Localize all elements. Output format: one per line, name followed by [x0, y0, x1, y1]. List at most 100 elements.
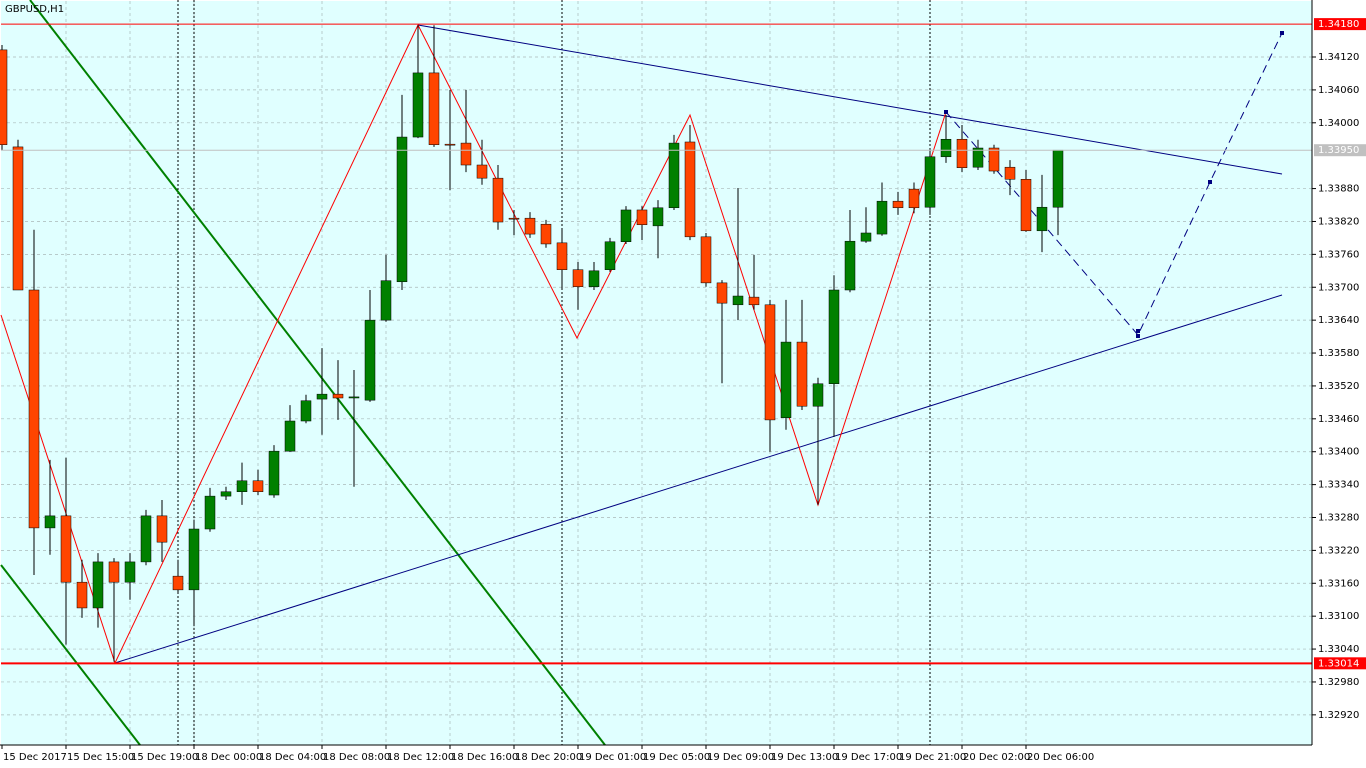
x-tick-label: 15 Dec 19:00 — [131, 752, 198, 763]
drawings — [0, 0, 1284, 746]
y-tick-label: 1.33280 — [1318, 512, 1359, 523]
candle-body — [364, 319, 376, 401]
candle-body — [572, 269, 584, 287]
candle-body — [556, 242, 568, 270]
price-label-box — [1314, 657, 1366, 670]
candle-body — [396, 136, 408, 283]
candle-body — [988, 147, 1000, 172]
candle-body — [12, 146, 24, 291]
x-tick-label: 18 Dec 04:00 — [259, 752, 326, 763]
candles — [0, 25, 1064, 662]
y-tick-label: 1.33520 — [1318, 381, 1359, 392]
candle-body — [124, 561, 136, 583]
candle-body — [716, 282, 728, 304]
x-tick-label: 15 Dec 15:00 — [67, 752, 134, 763]
candle-body — [44, 515, 56, 529]
candle-body — [828, 289, 840, 384]
candle-body — [508, 217, 520, 220]
price-label-box — [1314, 144, 1366, 157]
candle-body — [1036, 206, 1048, 232]
y-tick-label: 1.33460 — [1318, 414, 1359, 425]
price-label: 1.34180 — [1318, 19, 1359, 30]
y-tick-label: 1.33100 — [1318, 611, 1359, 622]
x-tick-label: 20 Dec 02:00 — [963, 752, 1030, 763]
candle-body — [108, 561, 120, 583]
candle-body — [812, 383, 824, 407]
candle-body — [412, 72, 424, 138]
y-tick-label: 1.33580 — [1318, 348, 1359, 359]
candle-body — [252, 480, 264, 492]
candle-body — [844, 240, 856, 291]
x-tick-label: 18 Dec 08:00 — [323, 752, 390, 763]
candle-body — [540, 223, 552, 245]
candle-body — [700, 236, 712, 284]
candle-body — [524, 217, 536, 235]
candle-body — [780, 341, 792, 418]
candle-body — [476, 164, 488, 179]
y-tick-label: 1.33640 — [1318, 315, 1359, 326]
channel-line — [0, 564, 141, 746]
channel-line — [29, 0, 606, 746]
x-tick-label: 19 Dec 01:00 — [579, 752, 646, 763]
projection-point — [1208, 180, 1212, 184]
candle-body — [460, 142, 472, 166]
candle-body — [204, 495, 216, 530]
y-tick-label: 1.33820 — [1318, 216, 1359, 227]
projection-point — [1136, 334, 1140, 338]
candle-body — [924, 156, 936, 208]
candle-body — [236, 480, 248, 492]
candle-body — [76, 581, 88, 609]
y-tick-label: 1.34000 — [1318, 118, 1359, 129]
candle-body — [156, 515, 168, 543]
candle-body — [60, 515, 72, 583]
candle-body — [636, 209, 648, 226]
y-tick-label: 1.33040 — [1318, 644, 1359, 655]
x-tick-label: 18 Dec 20:00 — [515, 752, 582, 763]
candle-body — [316, 393, 328, 400]
candle-body — [588, 270, 600, 287]
candle-body — [1020, 179, 1032, 232]
candle-body — [348, 396, 360, 399]
y-tick-label: 1.33760 — [1318, 249, 1359, 260]
candle-body — [796, 341, 808, 407]
candle-body — [268, 450, 280, 496]
candle-body — [492, 177, 504, 223]
x-tick-label: 19 Dec 09:00 — [707, 752, 774, 763]
projection-point — [944, 110, 948, 114]
chart-title: GBPUSD,H1 — [5, 4, 64, 15]
x-tick-label: 18 Dec 16:00 — [451, 752, 518, 763]
candle-body — [1004, 166, 1016, 180]
candle-body — [684, 141, 696, 238]
x-tick-label: 20 Dec 06:00 — [1027, 752, 1094, 763]
trend-line — [114, 294, 1283, 664]
candle-body — [220, 491, 232, 497]
candle-body — [908, 188, 920, 209]
candle-body — [972, 147, 984, 168]
x-tick-label: 19 Dec 13:00 — [771, 752, 838, 763]
candle-body — [1052, 149, 1064, 208]
price-label: 1.33950 — [1318, 145, 1359, 156]
projection-point — [1280, 31, 1284, 35]
x-tick-label: 19 Dec 21:00 — [899, 752, 966, 763]
x-tick-label: 18 Dec 12:00 — [387, 752, 454, 763]
y-tick-label: 1.32980 — [1318, 677, 1359, 688]
candle-body — [860, 232, 872, 242]
candle-body — [764, 304, 776, 421]
candle-body — [28, 289, 40, 529]
y-tick-label: 1.33700 — [1318, 282, 1359, 293]
price-label-box — [1314, 18, 1366, 31]
trend-line — [417, 24, 1283, 175]
candle-body — [428, 72, 440, 145]
y-tick-label: 1.33880 — [1318, 184, 1359, 195]
candle-body — [284, 420, 296, 452]
x-tick-label: 18 Dec 00:00 — [195, 752, 262, 763]
y-tick-label: 1.34060 — [1318, 85, 1359, 96]
y-tick-label: 1.33160 — [1318, 578, 1359, 589]
candle-body — [604, 241, 616, 270]
candle-body — [876, 200, 888, 235]
y-tick-label: 1.32920 — [1318, 710, 1359, 721]
candle-body — [620, 209, 632, 243]
candle-body — [668, 142, 680, 209]
